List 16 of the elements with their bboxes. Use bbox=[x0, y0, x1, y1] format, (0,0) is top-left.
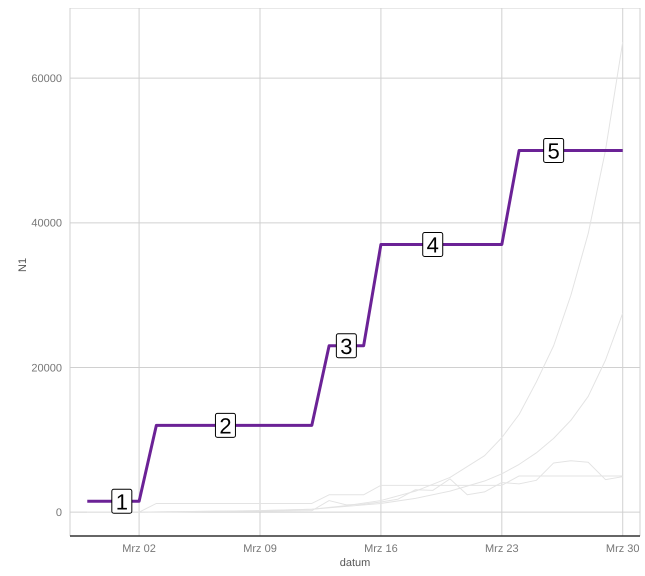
annotation: 5 bbox=[548, 138, 560, 164]
x-tick-label: Mrz 09 bbox=[243, 542, 277, 555]
annotation: 1 bbox=[116, 489, 128, 514]
x-tick-label: Mrz 30 bbox=[606, 542, 640, 555]
y-axis-title: N1 bbox=[16, 258, 29, 272]
x-tick-label: Mrz 23 bbox=[485, 542, 519, 555]
x-tick-label: Mrz 16 bbox=[364, 542, 398, 555]
y-tick-label: 60000 bbox=[31, 73, 62, 86]
annotation: 2 bbox=[219, 413, 232, 438]
annotation: 4 bbox=[426, 232, 439, 258]
annotation: 3 bbox=[340, 334, 352, 359]
x-tick-label: Mrz 02 bbox=[122, 542, 156, 555]
y-tick-label: 20000 bbox=[31, 362, 62, 374]
x-axis-title: datum bbox=[340, 557, 370, 569]
y-tick-label: 0 bbox=[56, 507, 62, 520]
y-tick-label: 40000 bbox=[31, 218, 62, 230]
